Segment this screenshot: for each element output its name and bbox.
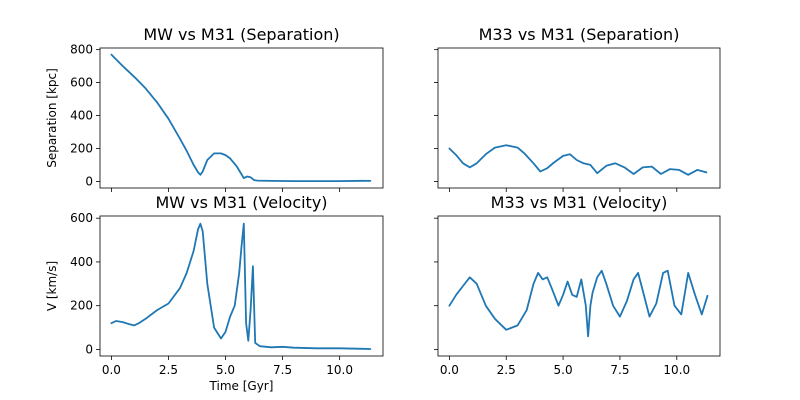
- axes-frame: [437, 215, 721, 357]
- panel-1: 0 200 400 600 800 MW vs M31 (Separation) Separ…: [45, 25, 384, 192]
- x-tick-label: 0.0: [440, 363, 459, 377]
- x-tick-label: 5.0: [554, 363, 573, 377]
- y-tick-label: 0: [85, 174, 93, 188]
- x-tick-label: 5.0: [216, 363, 235, 377]
- chart-title: MW vs M31 (Separation): [143, 25, 339, 44]
- y-tick-label: 600: [70, 76, 93, 90]
- y-axis-label: V [km/s]: [45, 261, 59, 311]
- x-tick-label: 7.5: [610, 363, 629, 377]
- panel-4: 0.0 2.5 5.0 7.5 10.0 M33 vs M31 (Velocity): [434, 193, 721, 377]
- x-tick-label: 2.5: [159, 363, 178, 377]
- y-tick-label: 400: [70, 255, 93, 269]
- chart-title: M33 vs M31 (Separation): [479, 25, 680, 44]
- y-tick-label: 600: [70, 211, 93, 225]
- chart-title: M33 vs M31 (Velocity): [491, 193, 668, 212]
- y-tick-label: 200: [70, 299, 93, 313]
- y-tick-label: 0: [85, 342, 93, 356]
- x-tick-label: 0.0: [102, 363, 121, 377]
- series-line: [448, 144, 708, 176]
- series-line: [110, 222, 372, 350]
- x-axis-label: Time [Gyr]: [209, 379, 274, 393]
- panel-3: 0.0 2.5 5.0 7.5 10.0 0 200 400 600 MW vs M31 (Vel…: [45, 193, 384, 393]
- y-tick-label: 800: [70, 43, 93, 57]
- x-tick-label: 10.0: [663, 363, 690, 377]
- axes-frame: [99, 47, 384, 189]
- axes-frame: [437, 47, 721, 189]
- x-tick-label: 2.5: [497, 363, 516, 377]
- x-tick-label: 7.5: [273, 363, 292, 377]
- series-line: [448, 269, 709, 338]
- y-tick-label: 400: [70, 109, 93, 123]
- series-line: [110, 53, 372, 183]
- axes-frame: [99, 215, 384, 357]
- y-tick-label: 200: [70, 141, 93, 155]
- panel-2: M33 vs M31 (Separation): [434, 25, 721, 192]
- chart-title: MW vs M31 (Velocity): [155, 193, 327, 212]
- x-tick-label: 10.0: [326, 363, 353, 377]
- y-axis-label: Separation [kpc]: [45, 68, 59, 168]
